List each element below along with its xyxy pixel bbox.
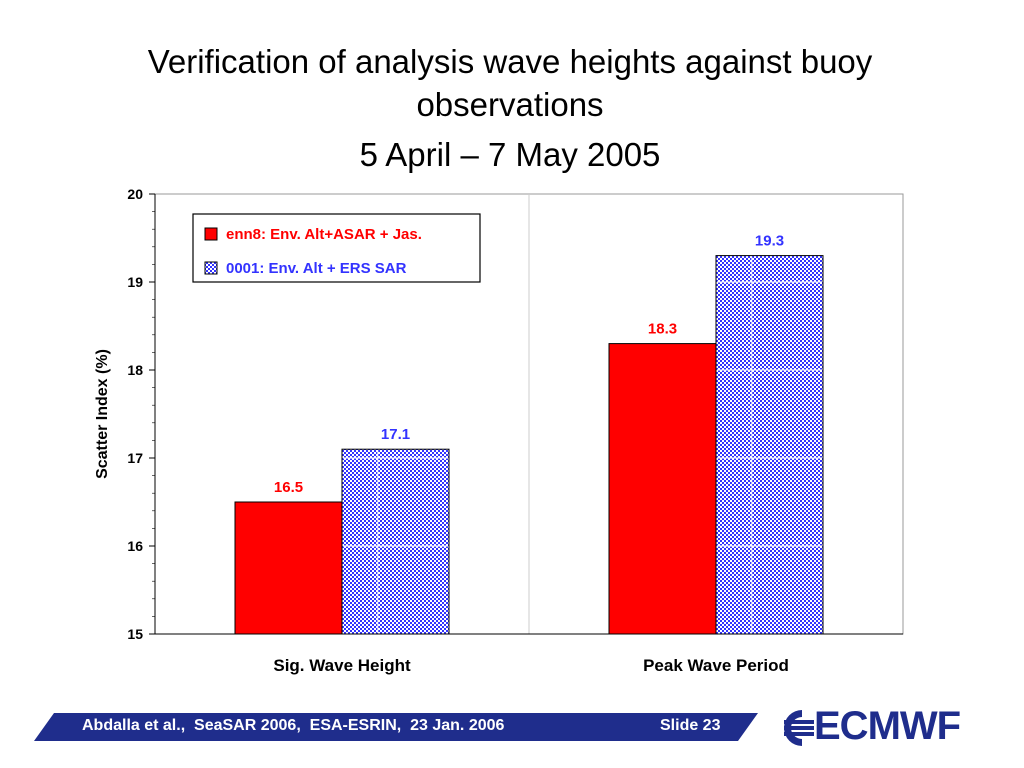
data-label: 18.3 bbox=[648, 321, 677, 338]
legend-entry-1: 0001: Env. Alt + ERS SAR bbox=[226, 260, 407, 277]
y-tick-label: 18 bbox=[127, 362, 143, 378]
x-tick-label: Peak Wave Period bbox=[643, 656, 789, 675]
slide-number: Slide 23 bbox=[660, 717, 721, 734]
y-tick-label: 20 bbox=[127, 186, 143, 202]
legend-box bbox=[192, 213, 481, 283]
slide-subtitle: 5 April – 7 May 2005 bbox=[359, 136, 661, 173]
ecmwf-logo-icon bbox=[784, 710, 814, 746]
y-tick-label: 19 bbox=[127, 274, 143, 290]
footer-bar bbox=[34, 713, 758, 741]
y-axis-label: Scatter Index (%) bbox=[94, 349, 111, 479]
slide-title: Verification of analysis wave heights ag… bbox=[60, 40, 960, 126]
x-tick-label: Sig. Wave Height bbox=[273, 656, 411, 675]
legend-entry-0: enn8: Env. Alt+ASAR + Jas. bbox=[226, 226, 422, 243]
logo-wordmark: ECMWF bbox=[814, 704, 961, 748]
footer-citation: Abdalla et al., SeaSAR 2006, ESA-ESRIN, … bbox=[82, 717, 505, 734]
bar-blue-1 bbox=[715, 255, 824, 635]
bar-chart: 16.5 17.1 18.3 19.3 15 16 17 18 19 20 Scatter Ind… bbox=[94, 186, 904, 675]
data-label: 19.3 bbox=[755, 233, 784, 250]
data-label: 17.1 bbox=[381, 426, 410, 443]
y-tick-label: 15 bbox=[127, 626, 143, 642]
slide-title-line1: Verification of analysis wave heights ag… bbox=[147, 43, 873, 80]
legend-swatch-0 bbox=[204, 227, 218, 241]
y-tick-label: 16 bbox=[127, 538, 143, 554]
y-tick-label: 17 bbox=[127, 450, 143, 466]
bar-red-0 bbox=[234, 501, 343, 635]
bar-blue-0 bbox=[341, 448, 450, 635]
slide-title-line2: observations bbox=[416, 86, 604, 123]
data-label: 16.5 bbox=[274, 479, 303, 496]
bar-red-1 bbox=[608, 343, 717, 635]
legend-swatch-1 bbox=[204, 261, 218, 275]
